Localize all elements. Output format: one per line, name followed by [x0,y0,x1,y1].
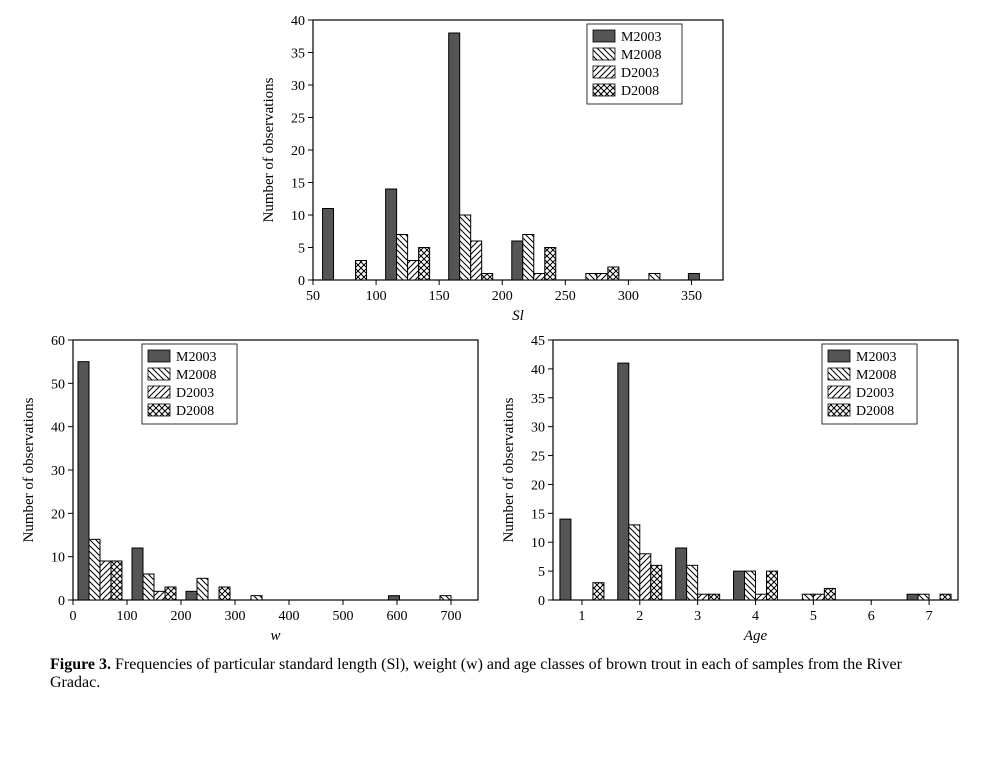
svg-text:D2008: D2008 [856,404,894,419]
svg-text:Number of observations: Number of observations [261,77,277,222]
svg-text:10: 10 [51,551,65,566]
svg-text:20: 20 [51,507,65,522]
svg-text:10: 10 [291,209,305,224]
svg-text:50: 50 [306,289,320,304]
svg-text:350: 350 [680,289,701,304]
svg-text:5: 5 [809,609,816,624]
svg-text:0: 0 [58,594,65,609]
svg-text:200: 200 [491,289,512,304]
top-row: 0 5 10 15 20 25 30 35 40 50 100 150 200 250 300 350 Numb… [10,10,975,330]
panel-age-chart: 0510152025303540451234567Number of obser… [498,330,968,650]
svg-text:M2003: M2003 [856,350,896,365]
svg-text:150: 150 [428,289,449,304]
svg-text:50: 50 [51,377,65,392]
svg-text:7: 7 [925,609,932,624]
svg-text:0: 0 [69,609,76,624]
svg-text:w: w [270,628,280,644]
svg-text:40: 40 [531,363,545,378]
svg-text:D2008: D2008 [176,404,214,419]
svg-text:500: 500 [332,609,353,624]
svg-text:35: 35 [531,392,545,407]
svg-text:Number of observations: Number of observations [21,397,37,542]
svg-text:700: 700 [440,609,461,624]
bottom-row: 01020304050600100200300400500600700Numbe… [10,330,975,650]
panel-w-chart: 01020304050600100200300400500600700Numbe… [18,330,488,650]
svg-text:0: 0 [298,274,305,289]
chart-svg: 01020304050600100200300400500600700Numbe… [18,330,488,650]
svg-text:200: 200 [170,609,191,624]
svg-text:5: 5 [298,242,305,257]
svg-text:10: 10 [531,536,545,551]
svg-text:250: 250 [554,289,575,304]
svg-text:4: 4 [752,609,759,624]
chart-svg: 0510152025303540451234567Number of obser… [498,330,968,650]
svg-text:D2003: D2003 [176,386,214,401]
caption-text: Frequencies of particular standard lengt… [50,656,902,691]
svg-text:20: 20 [291,144,305,159]
figure-container: 051015202530354050100150200250300350Numb… [10,10,975,692]
svg-text:40: 40 [291,14,305,29]
svg-text:5: 5 [538,565,545,580]
svg-text:M2008: M2008 [621,48,661,63]
svg-text:30: 30 [291,79,305,94]
svg-text:2: 2 [636,609,643,624]
panel-sl-chart: 0 5 10 15 20 25 30 35 40 50 100 150 200 250 300 350 Numb… [253,10,733,330]
svg-text:Number of observations: Number of observations [501,397,517,542]
svg-text:35: 35 [291,47,305,62]
svg-text:0: 0 [538,594,545,609]
svg-text:Age: Age [742,628,767,644]
svg-text:400: 400 [278,609,299,624]
svg-text:M2003: M2003 [621,30,661,45]
svg-text:M2003: M2003 [176,350,216,365]
svg-text:30: 30 [51,464,65,479]
svg-text:45: 45 [531,334,545,349]
svg-text:D2003: D2003 [621,66,659,81]
svg-text:25: 25 [531,450,545,465]
figure-caption: Figure 3. Frequencies of particular stan… [10,656,975,692]
svg-text:15: 15 [531,507,545,522]
svg-text:600: 600 [386,609,407,624]
svg-text:3: 3 [694,609,701,624]
chart-svg: 0 5 10 15 20 25 30 35 40 50 100 150 200 250 300 350 Numb… [253,10,733,330]
svg-text:40: 40 [51,421,65,436]
svg-text:300: 300 [224,609,245,624]
svg-text:M2008: M2008 [856,368,896,383]
caption-label: Figure 3. [50,656,111,673]
svg-text:60: 60 [51,334,65,349]
svg-text:100: 100 [116,609,137,624]
svg-text:M2008: M2008 [176,368,216,383]
svg-text:1: 1 [578,609,585,624]
svg-text:100: 100 [365,289,386,304]
svg-text:20: 20 [531,478,545,493]
svg-text:Sl: Sl [512,308,524,324]
svg-text:15: 15 [291,177,305,192]
svg-text:30: 30 [531,421,545,436]
svg-text:D2003: D2003 [856,386,894,401]
svg-text:6: 6 [867,609,874,624]
svg-text:D2008: D2008 [621,84,659,99]
svg-text:25: 25 [291,112,305,127]
svg-text:300: 300 [617,289,638,304]
